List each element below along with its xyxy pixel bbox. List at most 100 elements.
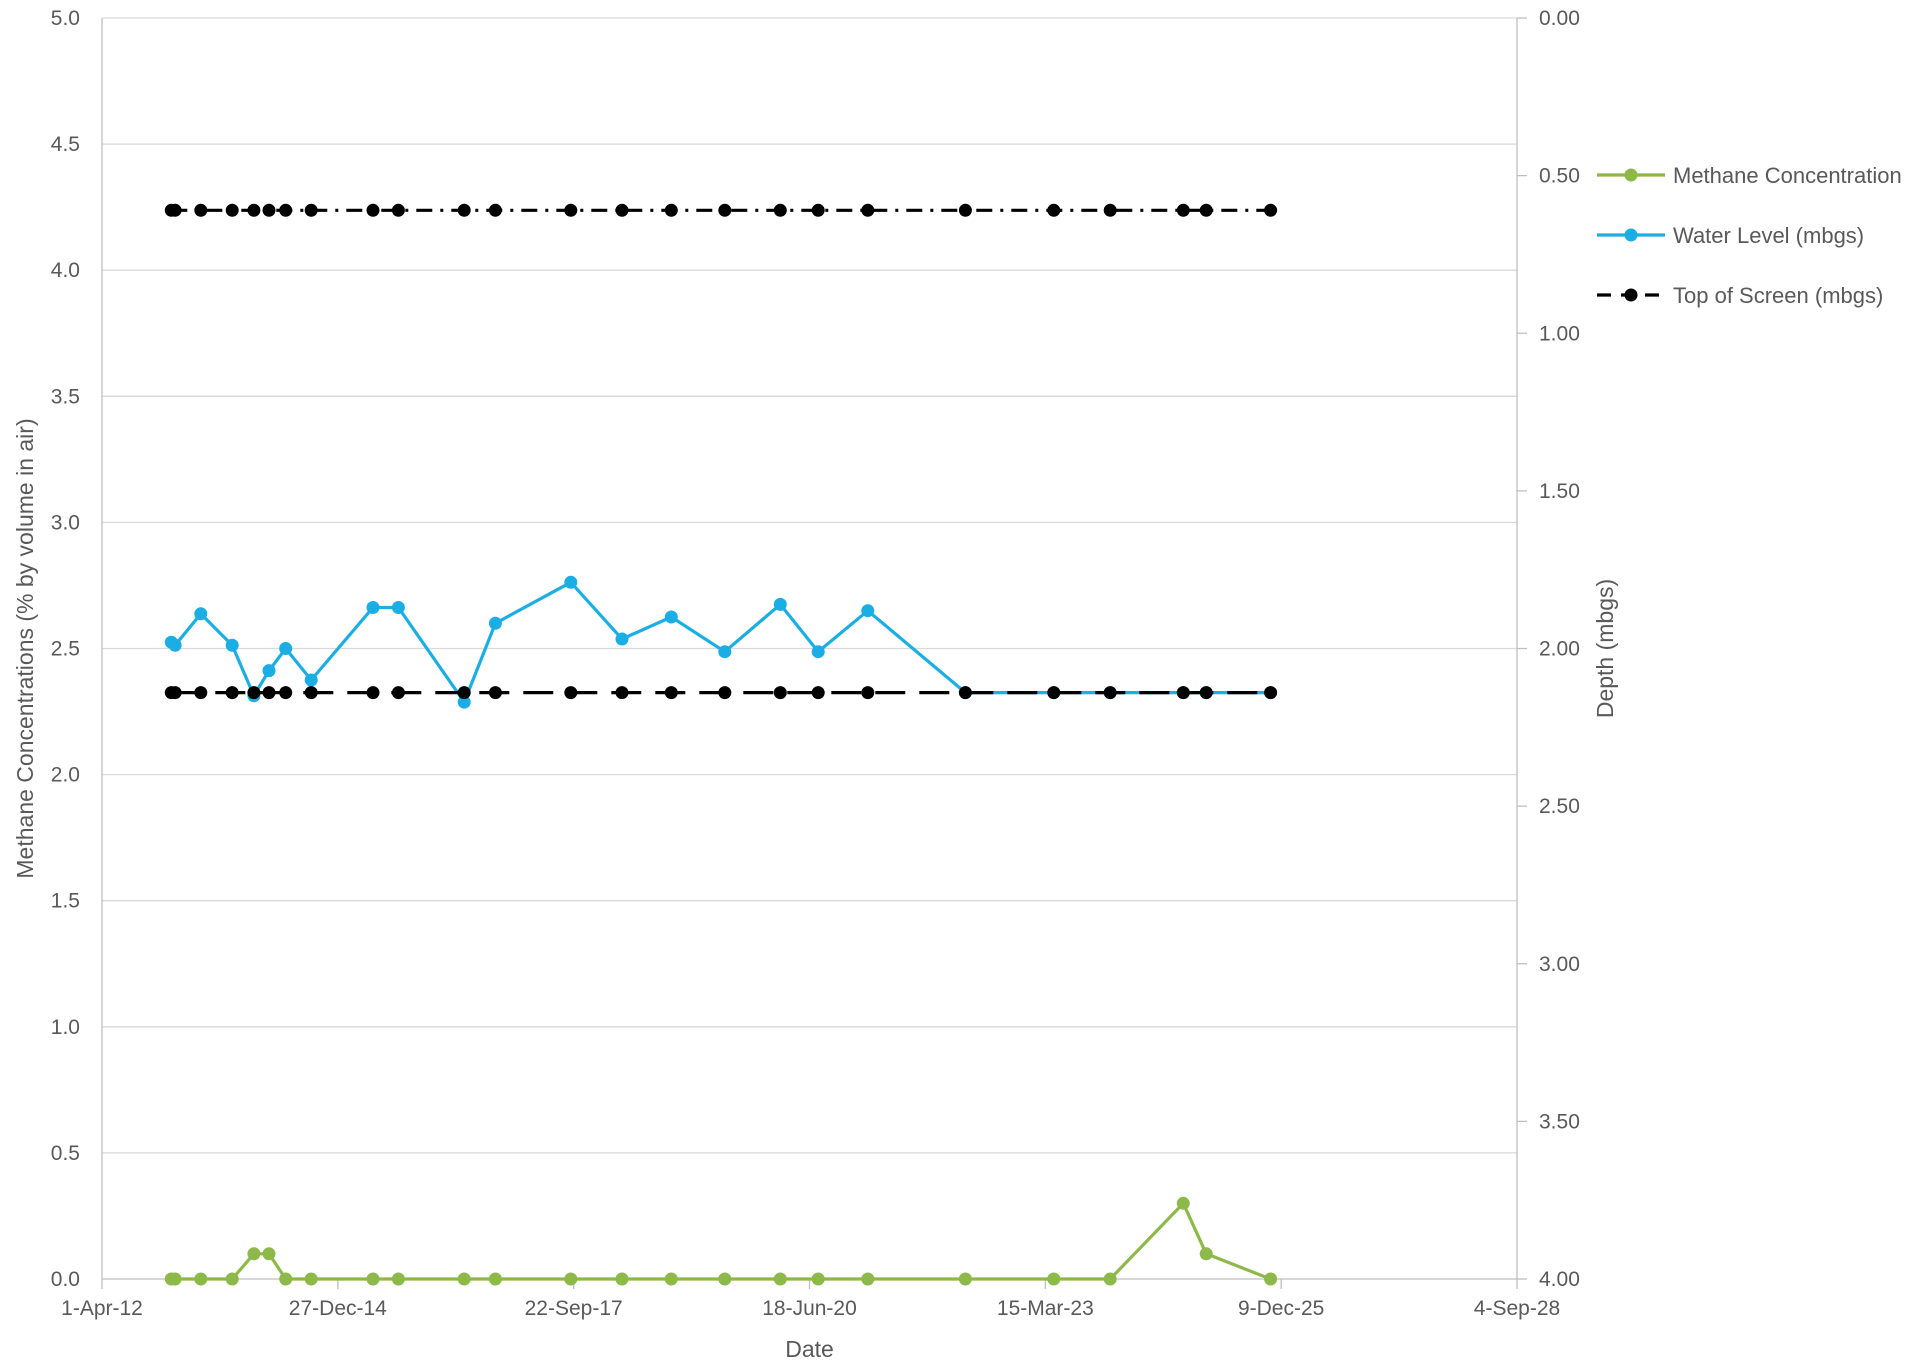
data-point — [1047, 203, 1061, 217]
data-point — [861, 604, 875, 618]
right-y-tick-label: 0.00 — [1539, 7, 1580, 30]
data-point — [366, 686, 380, 700]
data-point — [168, 1272, 182, 1286]
data-point — [773, 1272, 787, 1286]
legend-swatch-marker — [1624, 228, 1638, 242]
data-point — [391, 601, 405, 614]
data-point — [664, 1272, 678, 1286]
gridlines — [102, 17, 1517, 1154]
left-y-tick-label: 3.5 — [51, 385, 80, 408]
left-y-tick-label: 1.5 — [51, 890, 80, 913]
right-y-tick-label: 2.00 — [1539, 638, 1580, 661]
series-3 — [164, 203, 1278, 217]
data-point — [564, 686, 578, 700]
data-point — [457, 1272, 471, 1286]
right-y-axis-title: Depth (mbgs) — [1592, 579, 1618, 718]
data-point — [664, 686, 678, 700]
legend: Methane Concentration Water Level (mbgs) T… — [1597, 163, 1902, 308]
data-point — [861, 1272, 875, 1286]
data-point — [773, 203, 787, 217]
data-point — [1264, 203, 1278, 217]
left-y-tick-label: 2.5 — [51, 638, 80, 661]
data-point — [811, 645, 825, 659]
left-y-tick-label: 3.0 — [51, 511, 80, 534]
data-point — [773, 686, 787, 700]
right-y-tick-label: 3.50 — [1539, 1110, 1580, 1133]
right-y-tick-label: 1.00 — [1539, 322, 1580, 345]
data-point — [1103, 686, 1117, 700]
data-point — [225, 638, 239, 652]
data-point — [1199, 203, 1213, 217]
data-point — [1047, 1272, 1061, 1286]
data-point — [225, 203, 239, 217]
series-line — [171, 1201, 1272, 1281]
data-point — [488, 686, 502, 700]
data-point — [664, 203, 678, 217]
data-point — [958, 203, 972, 217]
axes: 0.0 0.5 1.0 1.5 2.0 2.5 3.0 3.5 4.0 4.5 5.0 0.00 0.5… — [51, 7, 1580, 1320]
data-point — [718, 1272, 732, 1286]
x-tick-label: 1-Apr-12 — [61, 1297, 143, 1320]
data-point — [718, 203, 732, 217]
data-point — [194, 686, 208, 700]
left-y-tick-label: 1.0 — [51, 1016, 80, 1039]
data-point — [718, 686, 732, 700]
data-point — [958, 1272, 972, 1286]
data-point — [194, 1272, 208, 1286]
data-point — [564, 1272, 578, 1286]
data-point — [457, 686, 471, 700]
data-point — [457, 203, 471, 217]
data-point — [279, 1272, 293, 1286]
data-point — [958, 686, 972, 700]
data-point — [1176, 203, 1190, 217]
x-tick-label: 15-Mar-23 — [997, 1297, 1094, 1320]
data-point — [773, 597, 787, 611]
data-point — [564, 575, 578, 589]
right-y-tick-label: 3.00 — [1539, 953, 1580, 976]
data-point — [247, 1247, 261, 1261]
data-point — [488, 616, 502, 630]
data-point — [615, 1272, 629, 1286]
right-y-tick-label: 2.50 — [1539, 795, 1580, 818]
left-y-axis-title: Methane Concentrations (% by volume in a… — [12, 418, 38, 878]
data-point — [391, 686, 405, 700]
data-point — [1103, 203, 1117, 217]
legend-item: Methane Concentration — [1597, 163, 1902, 188]
data-point — [304, 673, 318, 687]
data-point — [664, 610, 678, 624]
data-point — [1199, 1247, 1213, 1261]
data-point — [366, 203, 380, 217]
data-point — [194, 607, 208, 621]
left-y-tick-label: 2.0 — [51, 764, 80, 787]
x-tick-label: 4-Sep-28 — [1474, 1297, 1560, 1320]
data-point — [1264, 686, 1278, 700]
data-point — [488, 203, 502, 217]
left-y-tick-label: 0.5 — [51, 1142, 80, 1165]
data-point — [391, 1272, 405, 1286]
data-point — [861, 686, 875, 700]
legend-item: Top of Screen (mbgs) — [1597, 283, 1883, 308]
x-tick-label: 9-Dec-25 — [1238, 1297, 1324, 1320]
data-point — [564, 203, 578, 217]
data-point — [247, 203, 261, 217]
series-0 — [164, 1196, 1278, 1286]
data-point — [279, 203, 293, 217]
data-point — [391, 203, 405, 217]
data-point — [1103, 1272, 1117, 1286]
data-point — [168, 686, 182, 700]
series-2 — [164, 686, 1278, 700]
data-point — [861, 203, 875, 217]
series-layer — [164, 203, 1278, 1286]
data-point — [225, 686, 239, 700]
data-point — [304, 203, 318, 217]
x-axis-title: Date — [785, 1336, 834, 1362]
right-y-tick-label: 1.50 — [1539, 480, 1580, 503]
data-point — [262, 203, 276, 217]
legend-label: Top of Screen (mbgs) — [1673, 283, 1883, 308]
legend-swatch-marker — [1624, 288, 1638, 302]
right-y-tick-label: 4.00 — [1539, 1268, 1580, 1291]
right-y-tick-label: 0.50 — [1539, 165, 1580, 188]
data-point — [304, 686, 318, 700]
